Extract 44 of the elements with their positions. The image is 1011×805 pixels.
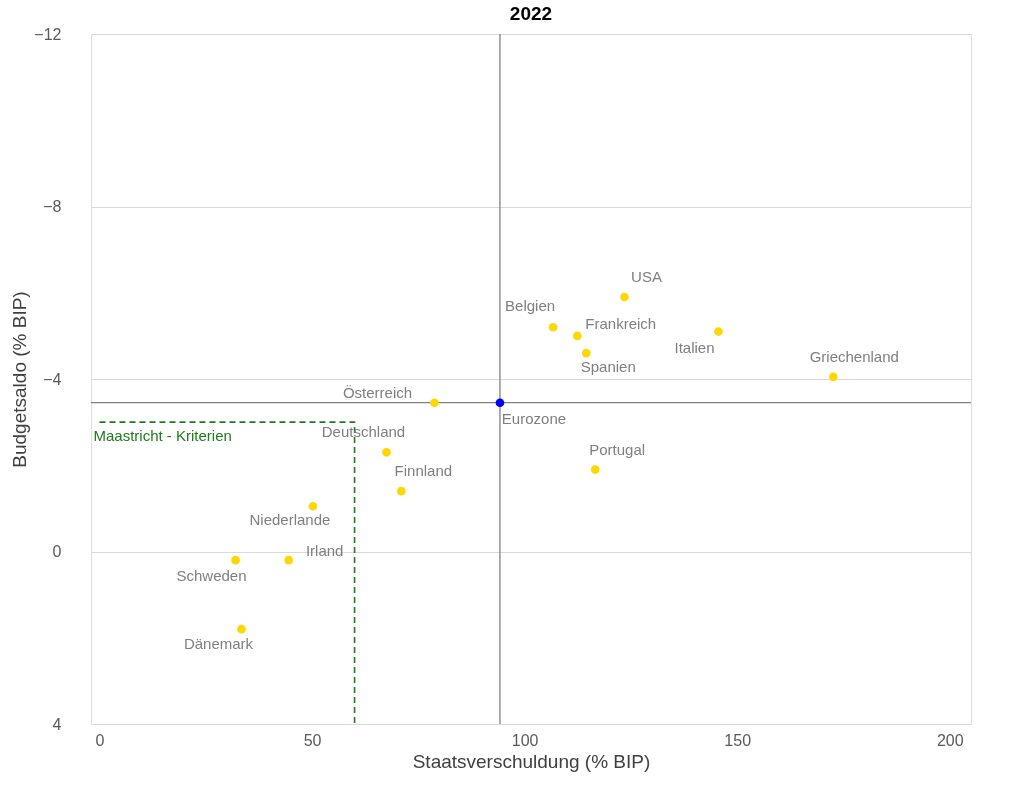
point (397, 486, 406, 496)
point (284, 555, 294, 565)
point (382, 447, 391, 457)
series-label: Niederlande (249, 511, 331, 529)
y-tick-label: −12 (34, 25, 62, 43)
point (828, 372, 838, 382)
y-tick-label: 0 (52, 543, 62, 560)
x-tick-label: 200 (936, 731, 964, 749)
series-label: Eurozone (501, 409, 567, 427)
point (231, 555, 240, 565)
series-label: Deutschland (321, 423, 406, 441)
series-label: Maastricht - Kriterien (93, 427, 232, 445)
series-label: Italien (674, 338, 715, 356)
series-label: Schweden (176, 567, 247, 585)
series-label: Spanien (580, 358, 636, 376)
point (430, 398, 439, 408)
chart-title: 2022 (509, 3, 553, 24)
series-label: Frankreich (585, 314, 657, 332)
x-tick-label: 100 (511, 731, 539, 749)
point (573, 331, 582, 341)
point (581, 348, 591, 358)
series-label: Griechenland (809, 347, 899, 365)
series-label: Belgien (505, 297, 556, 315)
x-tick-label: 0 (95, 731, 105, 749)
y-tick-label: −8 (43, 198, 62, 215)
point (308, 501, 318, 511)
series-label: Dänemark (183, 635, 254, 653)
point (714, 327, 723, 336)
x-tick-label: 150 (724, 731, 752, 749)
y-tick-label: 4 (52, 715, 62, 733)
point (620, 292, 629, 302)
series-label: Finnland (394, 462, 453, 480)
series-label: Portugal (589, 440, 646, 458)
point (548, 322, 558, 332)
x-tick-label: 50 (303, 731, 322, 749)
point (495, 398, 505, 408)
y-axis-title: Budgetsaldo (% BIP) (9, 291, 31, 468)
series-label: Österreich (342, 383, 413, 401)
series-label: USA (631, 268, 662, 286)
y-tick-label: −4 (43, 370, 62, 388)
point (590, 465, 600, 474)
series-label: Irland (305, 542, 344, 560)
point (237, 624, 246, 634)
x-axis-title: Staatsverschuldung (% BIP) (412, 750, 651, 772)
